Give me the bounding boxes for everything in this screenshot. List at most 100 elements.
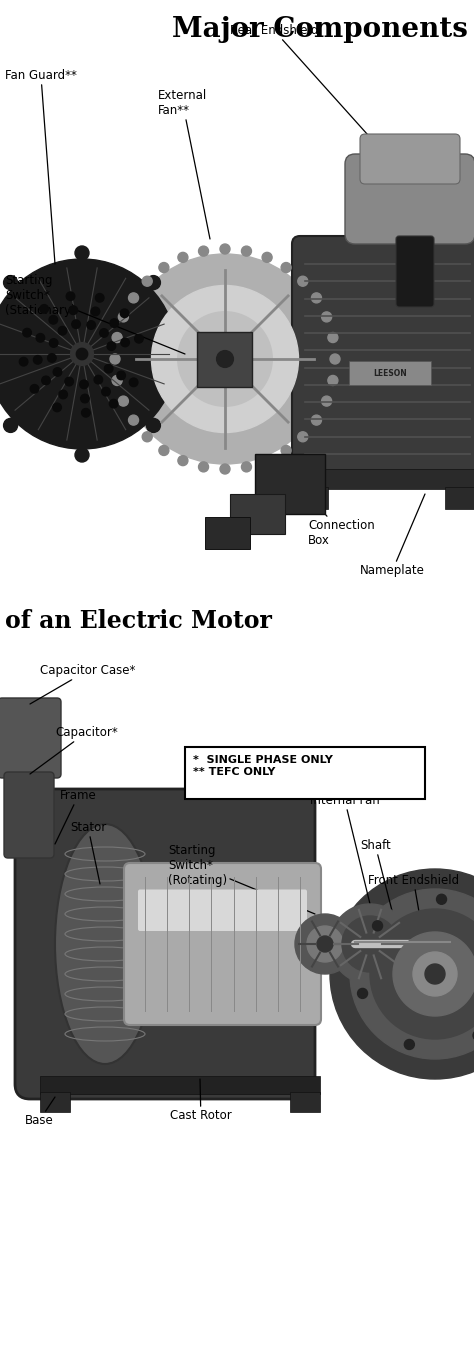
Circle shape <box>75 246 89 261</box>
FancyBboxPatch shape <box>345 154 474 244</box>
Circle shape <box>65 378 73 386</box>
Circle shape <box>342 917 398 973</box>
Circle shape <box>66 292 75 300</box>
FancyBboxPatch shape <box>298 487 328 509</box>
Circle shape <box>81 394 89 402</box>
Circle shape <box>102 387 110 396</box>
Circle shape <box>330 355 340 364</box>
Circle shape <box>404 1039 414 1049</box>
Circle shape <box>220 244 230 254</box>
FancyBboxPatch shape <box>295 469 474 490</box>
FancyBboxPatch shape <box>40 1076 320 1094</box>
Circle shape <box>199 462 209 472</box>
Circle shape <box>393 932 474 1016</box>
Circle shape <box>146 419 160 432</box>
Circle shape <box>49 338 58 348</box>
Circle shape <box>58 326 67 336</box>
Circle shape <box>109 400 118 408</box>
Circle shape <box>330 869 474 1079</box>
Circle shape <box>281 446 291 456</box>
Circle shape <box>47 353 56 363</box>
Text: of an Electric Motor: of an Electric Motor <box>5 608 272 633</box>
Circle shape <box>437 895 447 904</box>
Text: Front Endshield: Front Endshield <box>368 874 459 1004</box>
Text: *  SINGLE PHASE ONLY
** TEFC ONLY: * SINGLE PHASE ONLY ** TEFC ONLY <box>193 756 333 776</box>
FancyBboxPatch shape <box>138 889 307 932</box>
Circle shape <box>311 293 321 303</box>
Circle shape <box>241 462 252 472</box>
Circle shape <box>71 342 93 366</box>
Circle shape <box>4 276 18 289</box>
Circle shape <box>328 333 338 342</box>
Circle shape <box>112 333 122 342</box>
Circle shape <box>75 447 89 462</box>
Ellipse shape <box>55 824 155 1064</box>
Circle shape <box>473 1030 474 1041</box>
Circle shape <box>94 375 102 383</box>
FancyBboxPatch shape <box>292 236 474 481</box>
Circle shape <box>142 432 152 442</box>
Circle shape <box>350 889 474 1058</box>
Circle shape <box>0 259 177 449</box>
Text: Starting
Switch*
(Stationary): Starting Switch* (Stationary) <box>5 274 185 355</box>
Circle shape <box>118 312 128 322</box>
Text: Capacitor Case*: Capacitor Case* <box>30 664 136 704</box>
Circle shape <box>42 376 50 385</box>
Circle shape <box>425 964 445 983</box>
Text: Rear Endshield: Rear Endshield <box>230 25 385 154</box>
Text: Connection
Box: Connection Box <box>295 479 375 547</box>
Circle shape <box>104 364 113 372</box>
Circle shape <box>322 312 332 322</box>
Circle shape <box>295 914 355 974</box>
Circle shape <box>298 432 308 442</box>
Circle shape <box>53 404 61 412</box>
FancyBboxPatch shape <box>0 698 61 777</box>
Circle shape <box>413 952 457 996</box>
Text: Cast Rotor: Cast Rotor <box>170 1079 232 1123</box>
Text: Frame: Frame <box>55 788 97 844</box>
Circle shape <box>159 262 169 273</box>
Circle shape <box>69 306 78 315</box>
Circle shape <box>146 276 160 289</box>
Text: Internal Fan: Internal Fan <box>310 794 380 904</box>
Text: Starting
Switch*
(Rotating): Starting Switch* (Rotating) <box>168 844 315 914</box>
Circle shape <box>218 352 232 367</box>
Circle shape <box>135 334 143 342</box>
FancyBboxPatch shape <box>230 494 285 533</box>
Circle shape <box>199 246 209 256</box>
Circle shape <box>281 262 291 273</box>
Circle shape <box>262 456 272 465</box>
Circle shape <box>112 375 122 386</box>
Circle shape <box>23 329 31 337</box>
Circle shape <box>370 908 474 1039</box>
Text: Base: Base <box>25 1097 55 1127</box>
Circle shape <box>87 321 95 329</box>
FancyBboxPatch shape <box>445 487 474 509</box>
Text: LEESON: LEESON <box>373 368 407 378</box>
Circle shape <box>159 446 169 456</box>
Circle shape <box>311 415 321 426</box>
Circle shape <box>373 921 383 930</box>
Circle shape <box>357 989 367 998</box>
Circle shape <box>80 381 88 389</box>
Circle shape <box>307 926 343 962</box>
Circle shape <box>262 252 272 262</box>
Circle shape <box>328 375 338 386</box>
Circle shape <box>30 385 39 393</box>
Circle shape <box>298 277 308 286</box>
Circle shape <box>178 456 188 465</box>
FancyBboxPatch shape <box>396 236 434 307</box>
Circle shape <box>72 321 81 329</box>
FancyBboxPatch shape <box>197 331 252 387</box>
Circle shape <box>217 351 233 367</box>
FancyBboxPatch shape <box>349 361 431 385</box>
Circle shape <box>110 355 120 364</box>
Circle shape <box>117 371 126 379</box>
Text: Fan Guard**: Fan Guard** <box>5 70 77 265</box>
Circle shape <box>220 464 230 475</box>
Circle shape <box>49 315 57 325</box>
Circle shape <box>317 936 333 952</box>
FancyBboxPatch shape <box>40 1093 70 1112</box>
Circle shape <box>19 357 28 366</box>
Circle shape <box>178 312 272 406</box>
